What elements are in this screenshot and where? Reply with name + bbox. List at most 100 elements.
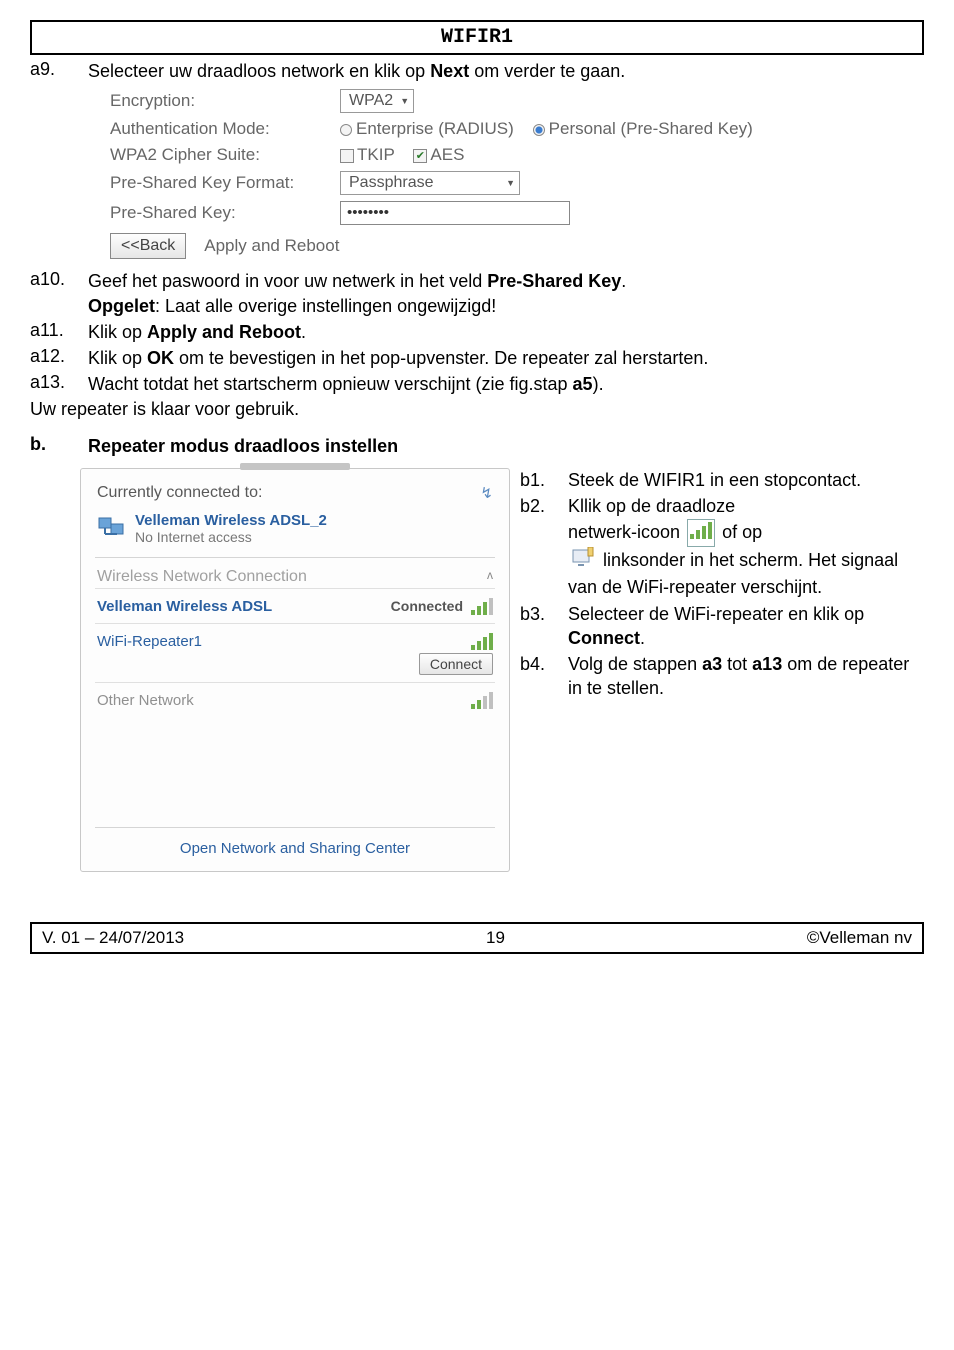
step-a11-after: . [301,322,306,342]
open-network-center-link[interactable]: Open Network and Sharing Center [95,827,495,857]
step-a10-l1-after: . [621,271,626,291]
network-item-1[interactable]: Velleman Wireless ADSL Connected [95,588,495,623]
chk-tkip[interactable] [340,149,354,163]
network-item-2-name: WiFi-Repeater1 [97,633,202,650]
step-a12-num: a12. [30,346,88,370]
step-a13-before: Wacht totdat het startscherm opnieuw ver… [88,374,573,394]
step-a9-after: om verder te gaan. [469,61,625,81]
step-a11-text: Klik op Apply and Reboot. [88,320,924,344]
step-b4-text: Volg de stappen a3 tot a13 om de repeate… [568,652,924,701]
encryption-select[interactable]: WPA2 [340,89,414,113]
step-b2-l2-before: netwerk-icoon [568,522,685,542]
step-a10-num: a10. [30,269,88,318]
footer-copyright: ©Velleman nv [807,928,912,948]
section-b-num: b. [30,434,88,458]
step-a12: a12. Klik op OK om te bevestigen in het … [30,346,924,370]
enc-label-authmode: Authentication Mode: [110,119,340,139]
enc-label-psk: Pre-Shared Key: [110,203,340,223]
enc-label-encryption: Encryption: [110,91,340,111]
step-a9-bold: Next [430,61,469,81]
step-b3-text: Selecteer de WiFi-repeater en klik op Co… [568,602,924,651]
step-b2-l1: Kllik op de draadloze [568,496,735,516]
step-a10: a10. Geef het paswoord in voor uw netwer… [30,269,924,318]
step-b4-mid: tot [722,654,752,674]
step-b2-l2-mid: of op [722,522,762,542]
step-a9-num: a9. [30,59,88,83]
step-b4-bold2: a13 [752,654,782,674]
step-b1-num: b1. [520,468,568,492]
step-b4-num: b4. [520,652,568,701]
step-b1: b1. Steek de WIFIR1 in een stopcontact. [520,468,924,492]
step-a12-text: Klik op OK om te bevestigen in het pop-u… [88,346,924,370]
step-a12-before: Klik op [88,348,147,368]
step-b2-l3: linksonder in het scherm. Het signaal va… [568,550,898,597]
psk-format-select[interactable]: Passphrase [340,171,520,195]
page-footer: V. 01 – 24/07/2013 19 ©Velleman nv [30,922,924,954]
step-a10-l1-before: Geef het paswoord in voor uw netwerk in … [88,271,487,291]
radio-enterprise-label: Enterprise (RADIUS) [356,119,514,138]
network-item-2[interactable]: WiFi-Repeater1 Connect [95,623,495,683]
network-status-icon [97,514,125,540]
step-b3: b3. Selecteer de WiFi-repeater en klik o… [520,602,924,651]
step-a10-l1-bold: Pre-Shared Key [487,271,621,291]
footer-version: V. 01 – 24/07/2013 [42,928,184,948]
auth-radio-group: Enterprise (RADIUS) Personal (Pre-Shared… [340,119,753,139]
section-b-title: Repeater modus draadloos instellen [88,434,924,458]
signal-bars-icon [687,519,715,547]
step-b3-bold: Connect [568,628,640,648]
collapse-caret-icon[interactable]: ᴧ [487,568,493,586]
page-header: WIFIR1 [30,20,924,55]
repeater-ready-text: Uw repeater is klaar voor gebruik. [30,399,924,420]
step-a10-l2-bold: Opgelet [88,296,155,316]
step-a11: a11. Klik op Apply and Reboot. [30,320,924,344]
step-a13-num: a13. [30,372,88,396]
step-b1-text: Steek de WIFIR1 in een stopcontact. [568,468,924,492]
step-b4-before: Volg de stappen [568,654,702,674]
cipher-checkboxes: TKIP ✔AES [340,145,464,165]
step-b2-text: Kllik op de draadloze netwerk-icoon of o… [568,494,924,599]
monitor-network-icon [570,547,596,575]
step-a13: a13. Wacht totdat het startscherm opnieu… [30,372,924,396]
step-a10-l2-after: : Laat alle overige instellingen ongewij… [155,296,496,316]
step-b3-num: b3. [520,602,568,651]
step-a10-text: Geef het paswoord in voor uw netwerk in … [88,269,924,318]
step-b4-bold1: a3 [702,654,722,674]
back-button[interactable]: <<Back [110,233,186,259]
step-a9-before: Selecteer uw draadloos network en klik o… [88,61,430,81]
step-a13-bold: a5 [573,374,593,394]
panel-grip [240,463,350,470]
step-b2: b2. Kllik op de draadloze netwerk-icoon … [520,494,924,599]
radio-enterprise[interactable] [340,124,352,136]
psk-input[interactable]: •••••••• [340,201,570,225]
step-a11-num: a11. [30,320,88,344]
chk-aes[interactable]: ✔ [413,149,427,163]
step-b2-num: b2. [520,494,568,599]
enc-label-cipher: WPA2 Cipher Suite: [110,145,340,165]
radio-personal[interactable] [533,124,545,136]
footer-page-num: 19 [486,928,505,948]
connect-button[interactable]: Connect [419,653,493,675]
chk-tkip-label: TKIP [357,145,394,164]
section-b-heading: b. Repeater modus draadloos instellen [30,434,924,458]
signal-icon [471,691,493,709]
network-item-3[interactable]: Other Network [95,683,495,717]
step-a12-bold: OK [147,348,174,368]
network-flyout-panel: Currently connected to: ↯ Velleman Wirel… [80,468,510,872]
step-a13-after: ). [593,374,604,394]
radio-personal-label: Personal (Pre-Shared Key) [549,119,753,138]
encryption-settings-screenshot: Encryption: WPA2 Authentication Mode: En… [110,89,900,259]
wireless-section-title: Wireless Network Connection [97,568,307,586]
step-a9-text: Selecteer uw draadloos network en klik o… [88,59,924,83]
connected-to-label: Currently connected to: [97,484,262,502]
network-item-1-status: Connected [391,598,463,614]
current-network-name: Velleman Wireless ADSL_2 [135,512,327,529]
step-a12-after: om te bevestigen in het pop-upvenster. D… [174,348,708,368]
steps-b-column: b1. Steek de WIFIR1 in een stopcontact. … [520,468,924,872]
signal-icon [471,632,493,650]
step-a11-bold: Apply and Reboot [147,322,301,342]
apply-reboot-link[interactable]: Apply and Reboot [204,236,339,256]
step-a9: a9. Selecteer uw draadloos network en kl… [30,59,924,83]
refresh-icon[interactable]: ↯ [480,484,493,502]
enc-label-pskformat: Pre-Shared Key Format: [110,173,340,193]
step-b3-after: . [640,628,645,648]
